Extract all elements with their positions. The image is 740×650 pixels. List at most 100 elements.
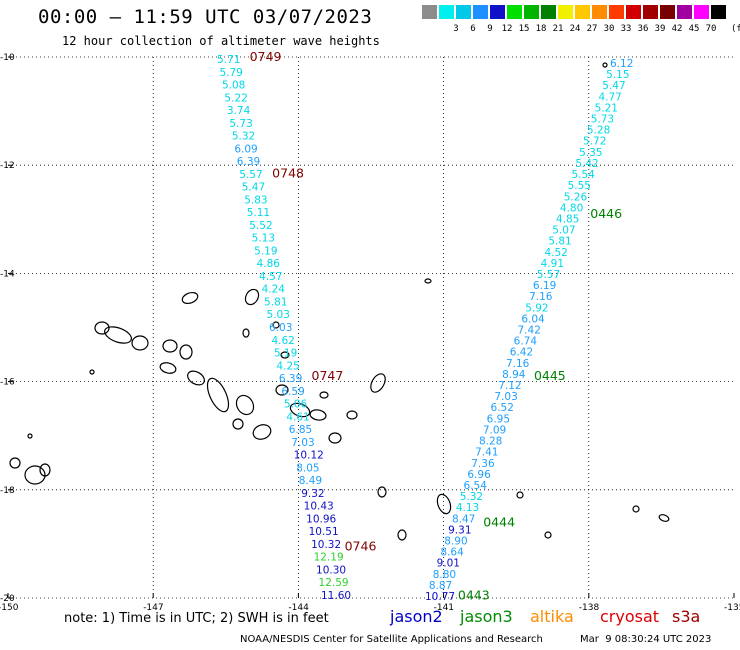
axis-ticks: -10-12-14-16-18-20-150 -147 -144 -141 -138 -1… <box>0 53 740 613</box>
wave-height-label: 10.32 <box>311 539 341 551</box>
wave-height-label: 5.81 <box>264 296 287 308</box>
wave-height-label: 5.19 <box>254 245 277 257</box>
wave-height-label: 5.71 <box>217 54 240 66</box>
wave-height-label: 8.05 <box>296 462 319 474</box>
legend-jason3: jason3 <box>460 607 513 626</box>
island-outline <box>425 279 431 283</box>
island-outline <box>159 361 177 375</box>
island-outline <box>368 371 388 394</box>
wave-height-label: 10.12 <box>294 450 324 462</box>
wave-height-label: 5.32 <box>232 131 255 143</box>
wave-height-label: 5.13 <box>252 233 275 245</box>
island-outlines <box>10 63 670 540</box>
island-outline <box>378 487 386 497</box>
wave-height-label: 3.74 <box>227 105 251 117</box>
wave-height-label: 5.22 <box>224 92 247 104</box>
island-outline <box>251 422 273 441</box>
pass-time-label: 0746 <box>345 539 377 554</box>
pass-time-label: 0749 <box>250 49 282 64</box>
wave-height-label: 6.03 <box>269 322 292 334</box>
footnote: note: 1) Time is in UTC; 2) SWH is in fe… <box>64 611 329 626</box>
island-outline <box>320 392 328 398</box>
island-outline <box>435 493 453 516</box>
island-outline <box>102 324 133 347</box>
pass-time-label: 0747 <box>312 368 344 383</box>
wave-height-label: 5.08 <box>222 80 245 92</box>
lat-tick-label: -12 <box>0 161 15 171</box>
wave-height-label: 5.52 <box>249 220 272 232</box>
lat-tick-label: -18 <box>0 486 15 496</box>
lat-tick-label: -10 <box>0 53 15 63</box>
pass-time-label: 0748 <box>272 165 304 180</box>
island-outline <box>185 368 207 387</box>
wave-height-label: 5.03 <box>267 309 290 321</box>
island-outline <box>243 329 249 337</box>
island-outline <box>545 532 551 538</box>
wave-height-label: 6.59 <box>281 386 304 398</box>
wave-height-label: 5.11 <box>247 207 270 219</box>
track-west: 5.715.795.085.223.745.735.326.096.395.57… <box>217 49 376 602</box>
lat-tick-label: -14 <box>0 269 15 279</box>
wave-height-label: 4.24 <box>262 284 286 296</box>
wave-height-label: 5.73 <box>229 118 252 130</box>
island-outline <box>347 411 357 419</box>
wave-height-label: 5.06 <box>284 399 308 411</box>
wave-height-label: 8.49 <box>299 475 322 487</box>
island-outline <box>90 370 94 374</box>
wave-height-label: 4.86 <box>257 258 281 270</box>
wave-height-label: 5.47 <box>242 182 265 194</box>
island-outline <box>243 287 261 307</box>
legend-jason2: jason2 <box>390 607 443 626</box>
wave-height-label: 5.57 <box>239 169 262 181</box>
wave-height-label: 10.51 <box>309 526 339 538</box>
footer-timestamp: Mar 9 08:30:24 UTC 2023 <box>580 634 711 645</box>
wave-height-label: 4.62 <box>271 335 294 347</box>
island-outline <box>10 458 20 468</box>
island-outline <box>517 492 523 498</box>
island-outline <box>28 434 32 438</box>
island-outline <box>233 419 243 429</box>
lon-tick-label: -150 <box>0 603 19 613</box>
wave-height-label: 6.09 <box>234 143 257 155</box>
legend-s3a: s3a <box>672 607 700 626</box>
island-outline <box>603 63 607 67</box>
wave-height-label: 7.03 <box>291 437 314 449</box>
wave-height-label: 5.79 <box>219 67 242 79</box>
lon-tick-label: -135 <box>724 603 740 613</box>
island-outline <box>233 392 257 417</box>
wave-height-label: 4.61 <box>286 411 309 423</box>
pass-time-label: 0445 <box>534 368 566 383</box>
pass-time-label: 0443 <box>458 587 490 602</box>
wave-height-label: 11.60 <box>321 590 351 602</box>
wave-height-label: 9.32 <box>301 488 324 500</box>
lon-tick-label: -138 <box>579 603 600 613</box>
pass-time-label: 0446 <box>590 206 622 221</box>
wave-height-label: 6.39 <box>279 373 302 385</box>
wave-height-label: 12.59 <box>319 577 349 589</box>
wave-height-label: 12.19 <box>314 552 344 564</box>
wave-height-label: 6.85 <box>289 424 312 436</box>
wave-height-label: 10.96 <box>306 513 336 525</box>
legend-cryosat: cryosat <box>600 607 659 626</box>
island-outline <box>132 336 148 350</box>
island-outline <box>163 340 177 352</box>
island-outline <box>180 345 192 359</box>
wave-height-label: 4.57 <box>259 271 282 283</box>
pass-time-label: 0444 <box>483 514 515 529</box>
lat-tick-label: -16 <box>0 378 15 388</box>
island-outline <box>309 409 326 422</box>
wave-height-label: 5.83 <box>244 194 267 206</box>
wave-height-label: 4.25 <box>276 360 299 372</box>
island-outline <box>181 291 199 306</box>
island-outline <box>633 506 639 512</box>
legend-altika: altika <box>530 607 574 626</box>
wave-height-label: 10.77 <box>425 591 455 603</box>
wave-height-label: 10.43 <box>304 501 334 513</box>
footer-source: NOAA/NESDIS Center for Satellite Applica… <box>240 634 543 645</box>
wave-height-label: 5.19 <box>274 348 297 360</box>
island-outline <box>398 530 406 540</box>
island-outline <box>658 513 669 522</box>
island-outline <box>329 433 341 443</box>
wave-height-label: 6.39 <box>237 156 260 168</box>
